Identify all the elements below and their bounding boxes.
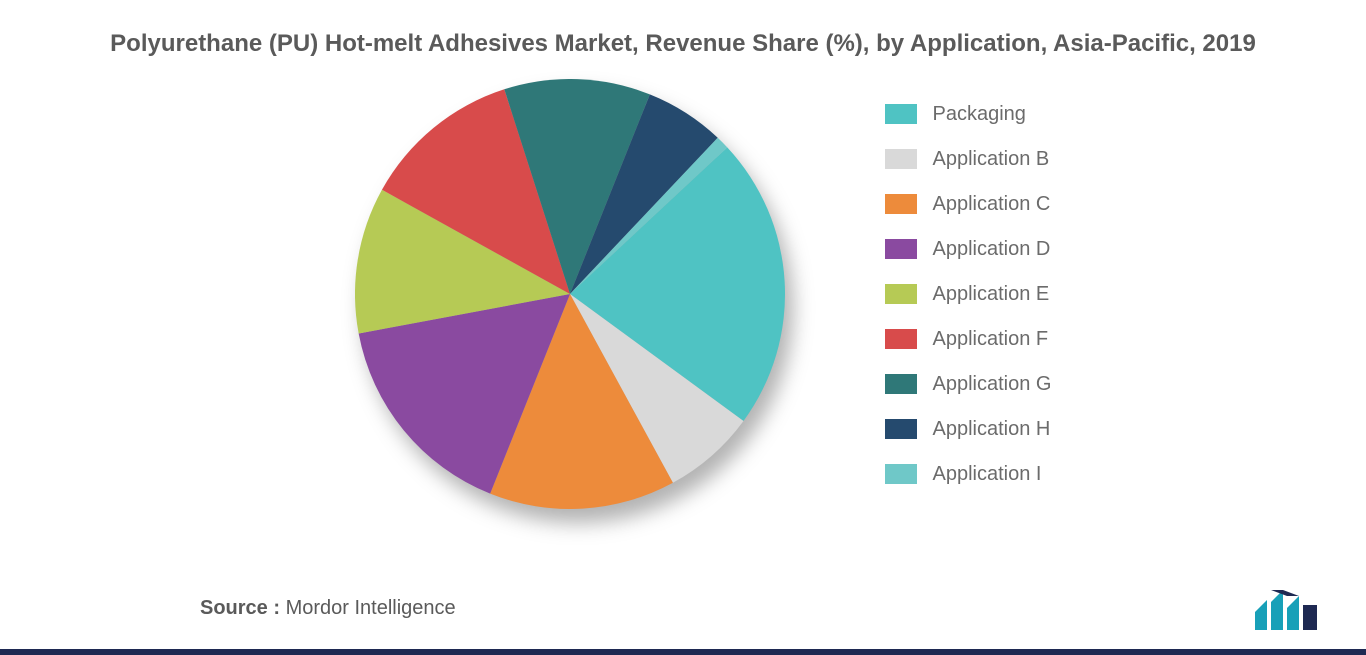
legend-label: Application G: [933, 373, 1052, 396]
legend-item-6: Application G: [885, 373, 1052, 396]
legend-swatch: [885, 464, 917, 484]
legend-item-1: Application B: [885, 148, 1052, 171]
legend-swatch: [885, 194, 917, 214]
source-line: Source : Mordor Intelligence: [200, 597, 456, 620]
chart-body: Packaging Application B Application C Appli…: [20, 79, 1346, 509]
legend-label: Application F: [933, 328, 1049, 351]
legend-swatch: [885, 149, 917, 169]
source-prefix: Source :: [200, 597, 286, 619]
legend-swatch: [885, 104, 917, 124]
legend: Packaging Application B Application C Appli…: [885, 103, 1052, 486]
legend-label: Application H: [933, 418, 1051, 441]
legend-swatch: [885, 239, 917, 259]
legend-label: Application I: [933, 463, 1042, 486]
legend-swatch: [885, 374, 917, 394]
legend-item-4: Application E: [885, 283, 1052, 306]
legend-item-5: Application F: [885, 328, 1052, 351]
legend-label: Application E: [933, 283, 1050, 306]
chart-title: Polyurethane (PU) Hot-melt Adhesives Mar…: [20, 28, 1346, 59]
mi-logo: [1251, 590, 1321, 630]
legend-item-2: Application C: [885, 193, 1052, 216]
source-text: Mordor Intelligence: [286, 597, 456, 619]
legend-swatch: [885, 329, 917, 349]
legend-label: Application B: [933, 148, 1050, 171]
legend-item-8: Application I: [885, 463, 1052, 486]
bottom-border: [0, 649, 1366, 655]
chart-container: Polyurethane (PU) Hot-melt Adhesives Mar…: [0, 0, 1366, 655]
legend-label: Application C: [933, 193, 1051, 216]
legend-item-0: Packaging: [885, 103, 1052, 126]
legend-swatch: [885, 284, 917, 304]
legend-swatch: [885, 419, 917, 439]
legend-label: Application D: [933, 238, 1051, 261]
legend-label: Packaging: [933, 103, 1026, 126]
legend-item-7: Application H: [885, 418, 1052, 441]
pie-svg: [355, 79, 785, 509]
pie-chart: [355, 79, 785, 509]
legend-item-3: Application D: [885, 238, 1052, 261]
